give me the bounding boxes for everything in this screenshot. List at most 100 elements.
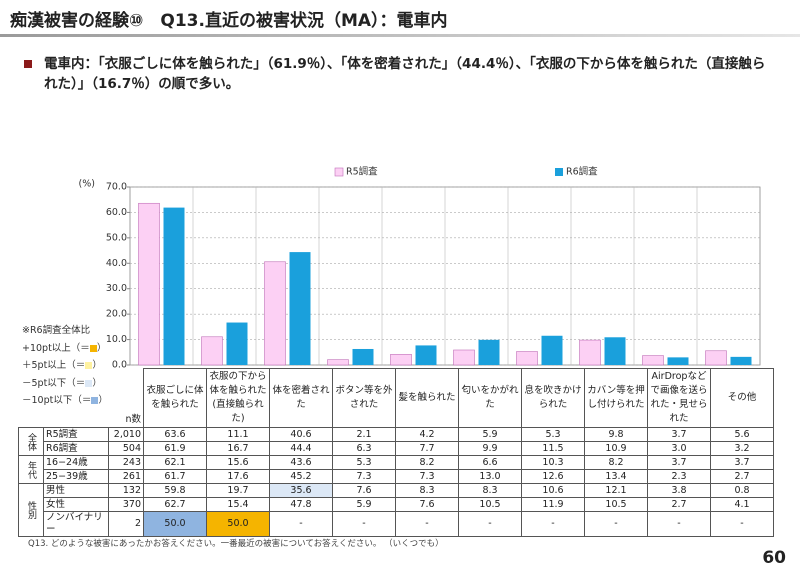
highlight-legend-text: ） bbox=[96, 342, 107, 354]
table-value: - bbox=[269, 511, 333, 537]
y-tick-label: 0.0 bbox=[112, 360, 127, 371]
y-tick-label: 50.0 bbox=[106, 232, 127, 243]
table-value: 5.3 bbox=[332, 455, 396, 470]
table-value: 7.6 bbox=[395, 497, 459, 512]
y-unit: (%) bbox=[79, 179, 95, 190]
table-value: 9.9 bbox=[458, 441, 522, 456]
table-value: 16.7 bbox=[206, 441, 270, 456]
page-number: 60 bbox=[762, 548, 786, 568]
highlight-legend-title: ※R6調査全体比 bbox=[22, 325, 91, 336]
table-value: 3.7 bbox=[710, 455, 774, 470]
table-value: - bbox=[710, 511, 774, 537]
table-row: 25−39歳 261 61.7 17.6 45.2 7.3 7.3 13.0 12.6 13.4 2… bbox=[19, 469, 774, 484]
legend-label: R6調査 bbox=[566, 166, 598, 178]
table-value: 13.0 bbox=[458, 469, 522, 484]
table-value: - bbox=[647, 511, 711, 537]
bar bbox=[264, 261, 286, 366]
table-value: 15.4 bbox=[206, 497, 270, 512]
highlight-legend-text: ） bbox=[98, 395, 108, 406]
highlight-swatch bbox=[85, 362, 93, 369]
table-value: 10.9 bbox=[584, 441, 648, 456]
table-value: 62.7 bbox=[143, 497, 207, 512]
summary: 電車内：「衣服ごしに体を触られた」（61.9％）、「体を密着された」（44.4％… bbox=[44, 56, 766, 92]
table-value: 11.9 bbox=[521, 497, 585, 512]
table-value: 5.6 bbox=[710, 427, 774, 442]
table-value: 15.6 bbox=[206, 455, 270, 470]
n-value: 243 bbox=[108, 455, 144, 470]
bar bbox=[352, 348, 374, 365]
table-value: 13.4 bbox=[584, 469, 648, 484]
table-value: 5.9 bbox=[458, 427, 522, 442]
highlight-legend-item: +10pt以上（＝ ） bbox=[22, 340, 108, 358]
table-value: - bbox=[332, 511, 396, 537]
table-value: 9.8 bbox=[584, 427, 648, 442]
bar bbox=[579, 339, 601, 366]
table-value: 3.8 bbox=[647, 483, 711, 498]
table-value: 19.7 bbox=[206, 483, 270, 498]
highlight-legend-text: +10pt以上（＝ bbox=[22, 342, 90, 354]
table-row: 女性 370 62.7 15.4 47.8 5.9 7.6 10.5 11.9 10.5 2.7 4.… bbox=[19, 497, 774, 512]
table-value: - bbox=[521, 511, 585, 537]
column-header: ボタン等を外された bbox=[332, 368, 396, 428]
table-value: 7.3 bbox=[395, 469, 459, 484]
highlight-legend-text: ） bbox=[92, 360, 102, 371]
table-value: 7.6 bbox=[332, 483, 396, 498]
header-row: n数 衣服ごしに体を触られた 衣服の下から体を触られた(直接触られた) 体を密着された… bbox=[19, 368, 774, 428]
table-value: 43.6 bbox=[269, 455, 333, 470]
column-header: カバン等を押し付けられた bbox=[584, 368, 648, 428]
table-value: 62.1 bbox=[143, 455, 207, 470]
highlight-legend-item: －10pt以下（＝ ） bbox=[22, 392, 108, 410]
bar bbox=[478, 339, 500, 365]
bar bbox=[201, 336, 223, 366]
highlight-legend-text: ） bbox=[92, 377, 102, 389]
y-tick-label: 40.0 bbox=[106, 258, 127, 269]
table-value: 50.0 bbox=[206, 511, 270, 537]
row-label: 女性 bbox=[43, 497, 109, 512]
row-label: R5調査 bbox=[43, 427, 109, 442]
group-label: 性別 bbox=[18, 483, 44, 537]
table-value: 40.6 bbox=[269, 427, 333, 442]
bar bbox=[642, 355, 664, 366]
slide-title: 痴漢被害の経験⑩ Q13.直近の被害状況（MA）：電車内 bbox=[10, 11, 448, 31]
bar bbox=[516, 351, 538, 366]
y-tick-label: 20.0 bbox=[106, 309, 127, 320]
bar bbox=[163, 207, 185, 365]
table-value: 63.6 bbox=[143, 427, 207, 442]
table-value: 50.0 bbox=[143, 511, 207, 537]
table-value: 8.2 bbox=[584, 455, 648, 470]
table-value: 44.4 bbox=[269, 441, 333, 456]
n-value: 261 bbox=[108, 469, 144, 484]
column-header: 髪を触られた bbox=[395, 368, 459, 428]
table-value: - bbox=[458, 511, 522, 537]
table-value: 5.9 bbox=[332, 497, 396, 512]
table-value: 2.7 bbox=[647, 497, 711, 512]
table-value: 35.6 bbox=[269, 483, 333, 498]
table-value: 3.7 bbox=[647, 455, 711, 470]
table-value: 7.3 bbox=[332, 469, 396, 484]
table-value: 10.5 bbox=[584, 497, 648, 512]
table-value: 17.6 bbox=[206, 469, 270, 484]
bar bbox=[453, 349, 475, 366]
bar bbox=[541, 335, 563, 365]
y-tick-label: 10.0 bbox=[106, 334, 127, 345]
table-value: 59.8 bbox=[143, 483, 207, 498]
column-header: 息を吹きかけられた bbox=[521, 368, 585, 428]
highlight-legend-text: ＋5pt以上（＝ bbox=[22, 360, 86, 371]
row-label: 16−24歳 bbox=[43, 455, 109, 470]
title-rule bbox=[0, 34, 800, 37]
table-value: - bbox=[584, 511, 648, 537]
n-value: 2,010 bbox=[108, 427, 144, 442]
column-header: その他 bbox=[710, 368, 774, 428]
column-header: 体を密着された bbox=[269, 368, 333, 428]
table-value: 0.8 bbox=[710, 483, 774, 498]
table-value: 2.1 bbox=[332, 427, 396, 442]
legend-swatch bbox=[334, 167, 344, 177]
legend-label: R5調査 bbox=[346, 166, 378, 178]
bar bbox=[289, 252, 311, 365]
bar bbox=[226, 322, 248, 365]
table-value: 61.7 bbox=[143, 469, 207, 484]
highlight-legend-item: ＋5pt以上（＝ ） bbox=[22, 357, 108, 375]
table-value: 61.9 bbox=[143, 441, 207, 456]
table-value: 10.6 bbox=[521, 483, 585, 498]
